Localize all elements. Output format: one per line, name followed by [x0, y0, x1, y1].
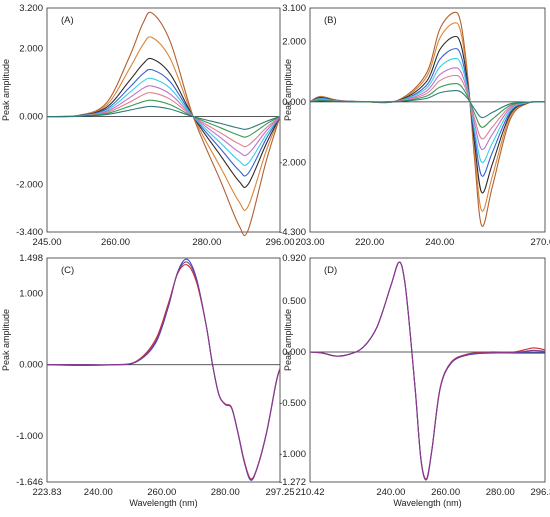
y-tick-label: -2.000 — [279, 157, 306, 168]
x-tick-label: 296.00 — [265, 237, 294, 248]
series-line — [46, 99, 281, 138]
series-line — [47, 261, 281, 481]
x-tick-label: 280.00 — [486, 487, 515, 498]
x-tick-label: 203.00 — [295, 237, 324, 248]
panel-label: (D) — [324, 265, 337, 276]
y-tick-label: 0.000 — [282, 347, 306, 358]
y-tick-label: -1.646 — [16, 477, 43, 488]
x-tick-label: 240.00 — [376, 487, 405, 498]
x-tick-label: 260.00 — [101, 237, 130, 248]
series-line — [46, 68, 281, 177]
y-tick-label: 3.200 — [19, 3, 43, 14]
y-tick-label: 0.920 — [282, 253, 306, 264]
series-line — [309, 35, 546, 194]
x-tick-label: 270.00 — [530, 237, 550, 248]
series-line — [309, 22, 546, 212]
plot-frame — [309, 257, 546, 483]
y-tick-label: 2.000 — [282, 36, 306, 47]
y-axis-label: Peak amplitude — [1, 59, 11, 121]
y-axis-label: Peak amplitude — [283, 309, 293, 371]
x-tick-label: 210.42 — [295, 487, 324, 498]
plot-frame — [46, 7, 281, 233]
series-line — [46, 85, 281, 157]
series-line — [46, 11, 281, 237]
y-tick-label: 0.000 — [19, 112, 43, 123]
x-tick-label: 223.83 — [32, 487, 61, 498]
plot-frame — [309, 7, 546, 233]
series-line — [46, 264, 281, 480]
plot-frame — [46, 257, 281, 483]
y-axis-label: Peak amplitude — [283, 59, 293, 121]
series-line — [46, 57, 281, 188]
y-tick-label: -1.000 — [279, 449, 306, 460]
series-line — [309, 261, 546, 481]
y-tick-label: 0.000 — [282, 97, 306, 108]
y-tick-label: -1.000 — [16, 431, 43, 442]
x-tick-label: 296.34 — [530, 487, 550, 498]
x-axis-label: Wavelength (nm) — [129, 498, 197, 508]
y-tick-label: -4.300 — [279, 227, 306, 238]
y-tick-label: -0.500 — [279, 398, 306, 409]
x-tick-label: 245.00 — [32, 237, 61, 248]
series-line — [309, 11, 546, 227]
x-tick-label: 240.00 — [84, 487, 113, 498]
series-line — [46, 36, 281, 211]
x-tick-label: 240.00 — [425, 237, 454, 248]
series-line — [46, 77, 281, 166]
x-tick-label: 280.00 — [192, 237, 221, 248]
x-tick-label: 260.00 — [431, 487, 460, 498]
series-line — [309, 261, 545, 481]
x-axis-label: Wavelength (nm) — [393, 498, 461, 508]
y-tick-label: 3.100 — [282, 3, 306, 14]
y-tick-label: 1.000 — [19, 288, 43, 299]
series-line — [309, 48, 546, 177]
x-tick-label: 280.00 — [211, 487, 240, 498]
x-tick-label: 220.00 — [355, 237, 384, 248]
panel-label: (B) — [324, 15, 337, 26]
y-axis-label: Peak amplitude — [1, 309, 11, 371]
series-line — [47, 258, 281, 481]
series-line — [309, 261, 546, 480]
panel-label: (A) — [61, 15, 74, 26]
x-tick-label: 297.25 — [265, 487, 294, 498]
y-tick-label: 0.500 — [282, 296, 306, 307]
series-line — [309, 90, 546, 119]
y-tick-label: -3.400 — [16, 227, 43, 238]
y-tick-label: 0.000 — [19, 360, 43, 371]
series-line — [46, 105, 281, 130]
y-tick-label: -1.272 — [279, 477, 306, 488]
y-tick-label: 2.000 — [19, 44, 43, 55]
x-tick-label: 260.00 — [147, 487, 176, 498]
series-line — [46, 92, 281, 148]
panel-label: (C) — [61, 265, 74, 276]
y-tick-label: 1.498 — [19, 253, 43, 264]
y-tick-label: -2.000 — [16, 179, 43, 190]
